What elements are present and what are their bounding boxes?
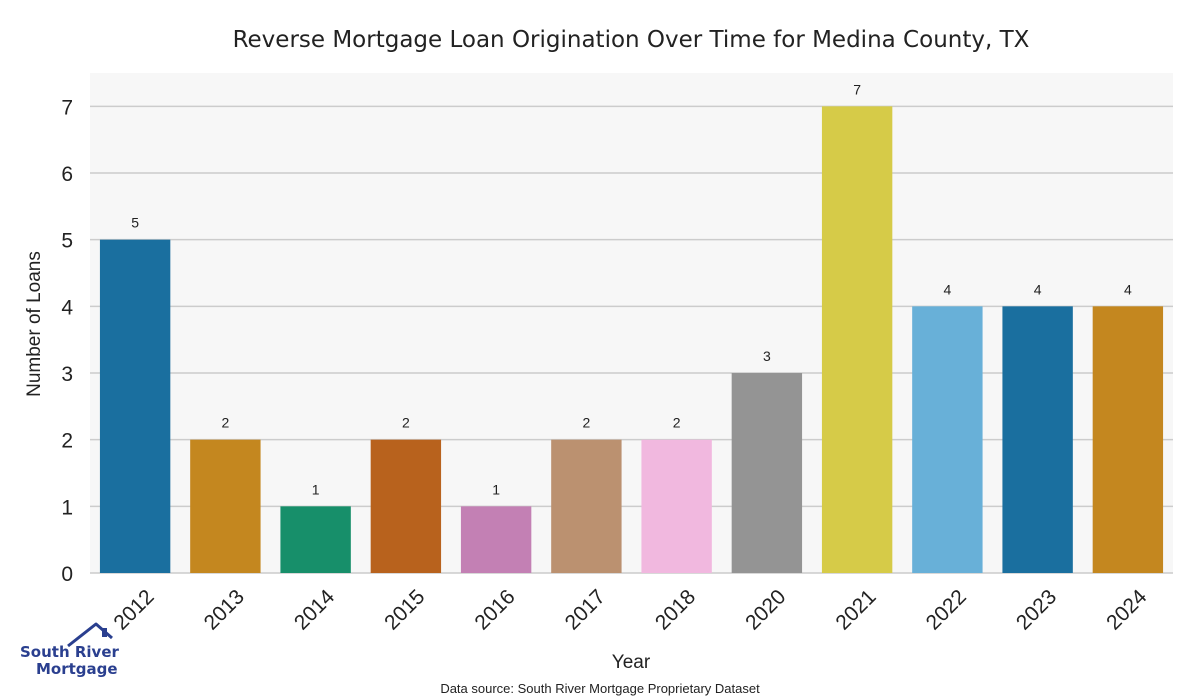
chart-title: Reverse Mortgage Loan Origination Over T… xyxy=(233,27,1030,53)
bar-value-label: 2 xyxy=(402,415,410,431)
bars xyxy=(99,106,1164,573)
bar-2023 xyxy=(1002,306,1073,573)
y-tick-label: 3 xyxy=(61,363,73,386)
bar-value-label: 2 xyxy=(582,415,590,431)
x-tick-label: 2016 xyxy=(470,585,519,634)
x-tick-label: 2017 xyxy=(561,585,610,634)
y-tick-label: 2 xyxy=(61,430,73,453)
bar-value-label: 3 xyxy=(763,348,771,364)
company-logo: South River Mortgage xyxy=(20,620,120,682)
bar-2024 xyxy=(1092,306,1164,573)
bar-value-label: 4 xyxy=(943,281,951,297)
x-axis-label: Year xyxy=(612,652,651,673)
bar-2013 xyxy=(190,439,261,573)
data-source-note: Data source: South River Mortgage Propri… xyxy=(440,681,760,696)
bar-value-label: 2 xyxy=(221,415,229,431)
x-tick-label: 2015 xyxy=(380,585,429,634)
y-tick-label: 6 xyxy=(61,163,73,186)
plot-area xyxy=(90,73,1173,573)
x-axis-ticks: 2012 2013 2014 2015 2016 2017 2018 2020 2021 2022… xyxy=(109,585,1151,635)
grid-lines xyxy=(90,105,1173,574)
bar-2018 xyxy=(641,439,712,573)
x-tick-label: 2020 xyxy=(741,585,790,634)
y-tick-label: 5 xyxy=(61,230,73,253)
y-tick-label: 0 xyxy=(61,563,73,586)
y-tick-label: 4 xyxy=(61,296,73,319)
x-tick-label: 2023 xyxy=(1012,585,1061,634)
bar-value-label: 1 xyxy=(492,481,500,497)
bar-2012 xyxy=(99,239,171,573)
x-tick-label: 2022 xyxy=(922,585,971,634)
bar-value-label: 4 xyxy=(1034,281,1042,297)
x-tick-label: 2018 xyxy=(651,585,700,634)
x-tick-label: 2014 xyxy=(290,585,340,635)
y-tick-label: 1 xyxy=(61,496,73,519)
y-axis-ticks: 0 1 2 3 4 5 6 7 xyxy=(61,96,73,586)
bar-2022 xyxy=(912,306,983,573)
bar-value-label: 4 xyxy=(1124,281,1132,297)
bar-2015 xyxy=(370,439,442,573)
x-tick-label: 2013 xyxy=(200,585,249,634)
bar-labels: 5 2 1 2 1 2 2 3 7 4 4 4 xyxy=(131,81,1132,497)
logo-line-1: South River xyxy=(20,643,119,661)
bar-value-label: 2 xyxy=(673,415,681,431)
bar-value-label: 5 xyxy=(131,215,139,231)
logo-line-2: Mortgage xyxy=(36,660,118,678)
bar-2014 xyxy=(280,506,351,573)
bar-value-label: 1 xyxy=(312,481,320,497)
x-tick-label: 2024 xyxy=(1102,585,1152,635)
bar-2021 xyxy=(821,106,893,573)
y-axis-label: Number of Loans xyxy=(24,251,45,397)
bar-value-label: 7 xyxy=(853,81,861,97)
bar-2017 xyxy=(551,439,622,573)
house-roof-icon xyxy=(67,622,113,648)
y-tick-label: 7 xyxy=(61,96,73,119)
bar-2016 xyxy=(460,506,532,573)
bar-2020 xyxy=(731,373,803,573)
x-tick-label: 2021 xyxy=(831,585,880,634)
